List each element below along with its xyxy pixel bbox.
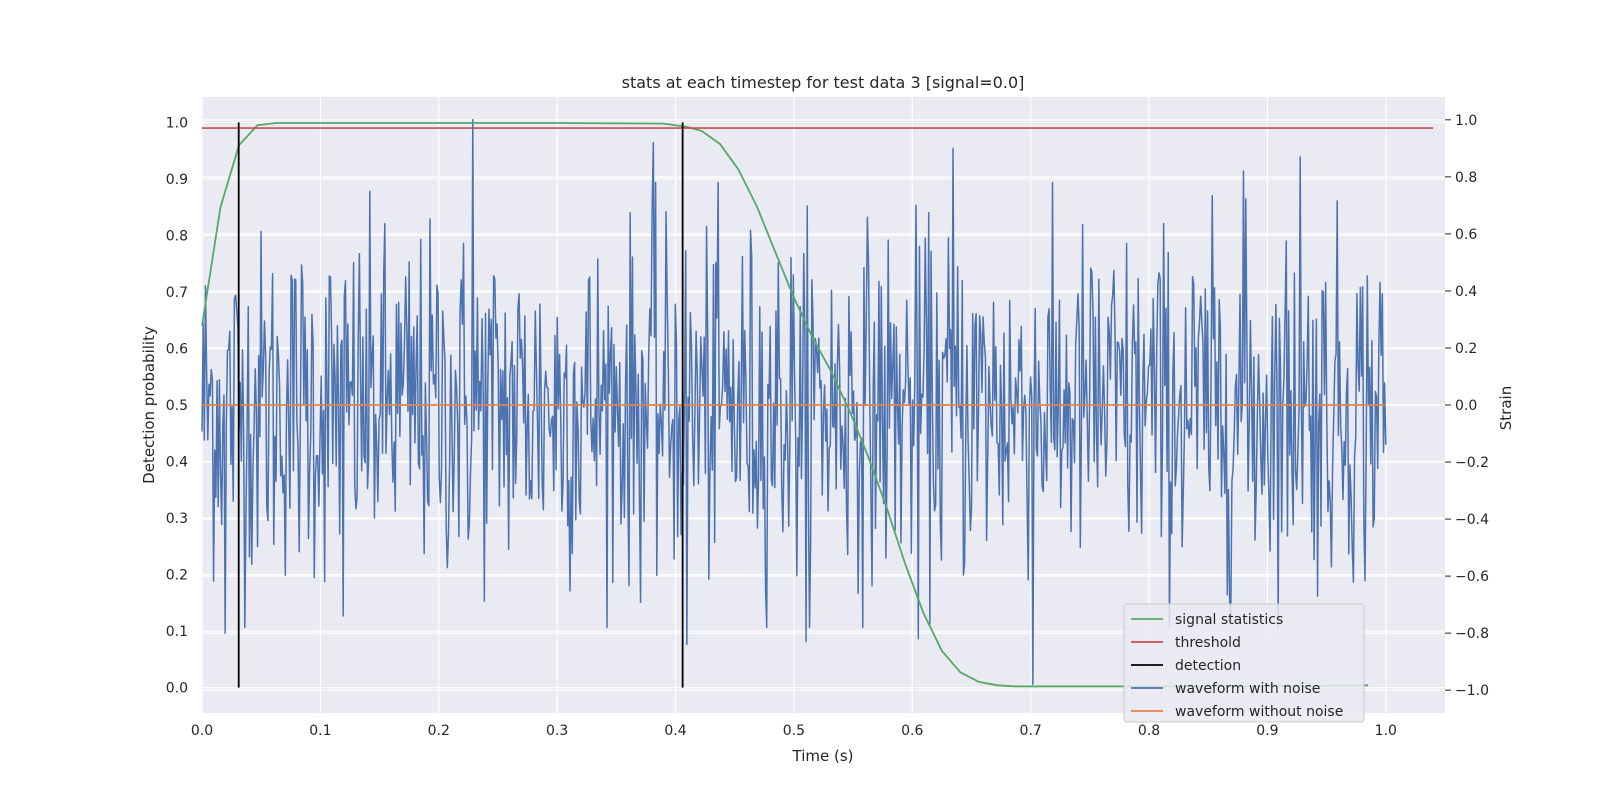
y2-tick-label: 0.8 <box>1455 170 1477 186</box>
y-tick-label: 0.6 <box>166 341 188 357</box>
legend-label: threshold <box>1175 635 1241 651</box>
legend: signal statistics threshold detection wavef… <box>1123 603 1365 723</box>
y2-axis-title: Strain <box>1497 386 1515 430</box>
y-tick-label: 1.0 <box>166 115 188 131</box>
y2-tick-label: 0.4 <box>1455 284 1477 300</box>
x-tick-label: 0.1 <box>309 723 331 739</box>
x-axis-title: Time (s) <box>792 747 854 765</box>
x-tick-label: 0.3 <box>546 723 568 739</box>
chart-title: stats at each timestep for test data 3 [… <box>622 73 1025 92</box>
legend-label: detection <box>1175 658 1241 674</box>
y2-tick-label: 0.2 <box>1455 341 1477 357</box>
x-tick-label: 0.0 <box>191 723 213 739</box>
y-tick-label: 0.3 <box>166 511 188 527</box>
y2-tick-label: 0.6 <box>1455 227 1477 243</box>
x-tick-label: 1.0 <box>1375 723 1397 739</box>
legend-label: waveform with noise <box>1175 681 1320 697</box>
y2-tick-label: −0.6 <box>1455 569 1489 585</box>
y2-tick-label: −0.8 <box>1455 626 1489 642</box>
x-tick-label: 0.7 <box>1020 723 1042 739</box>
y-tick-label: 0.4 <box>166 455 188 471</box>
y2-tick-label: 0.0 <box>1455 398 1477 414</box>
y2-tick-label: −0.2 <box>1455 455 1489 471</box>
y-tick-label: 0.2 <box>166 568 188 584</box>
series-waveform-with-noise <box>201 119 1387 686</box>
y-tick-label: 0.5 <box>166 398 188 414</box>
y2-tick-label: −1.0 <box>1455 683 1489 699</box>
x-tick-label: 0.5 <box>783 723 805 739</box>
series-signal-statistics <box>201 122 1369 688</box>
x-tick-label: 0.8 <box>1138 723 1160 739</box>
y-axis-title: Detection probability <box>140 326 158 484</box>
y-tick-label: 0.1 <box>166 624 188 640</box>
y2-tick-label: 1.0 <box>1455 113 1477 129</box>
legend-label: waveform without noise <box>1175 704 1343 720</box>
x-tick-label: 0.2 <box>428 723 450 739</box>
legend-box <box>1123 603 1365 723</box>
ticks: 0.0 0.1 0.2 0.3 0.4 0.5 0.6 0.7 0.8 0.9 1.0 0.0 0.1 0… <box>166 113 1489 739</box>
series-layer <box>201 119 1434 688</box>
x-tick-label: 0.6 <box>901 723 923 739</box>
x-tick-label: 0.4 <box>664 723 686 739</box>
y-tick-label: 0.8 <box>166 228 188 244</box>
legend-label: signal statistics <box>1175 612 1283 628</box>
y-tick-label: 0.0 <box>166 681 188 697</box>
y-tick-label: 0.7 <box>166 285 188 301</box>
y2-tick-label: −0.4 <box>1455 512 1489 528</box>
y-tick-label: 0.9 <box>166 172 188 188</box>
legend-items: signal statistics threshold detection wavef… <box>1131 612 1343 720</box>
x-tick-label: 0.9 <box>1256 723 1278 739</box>
